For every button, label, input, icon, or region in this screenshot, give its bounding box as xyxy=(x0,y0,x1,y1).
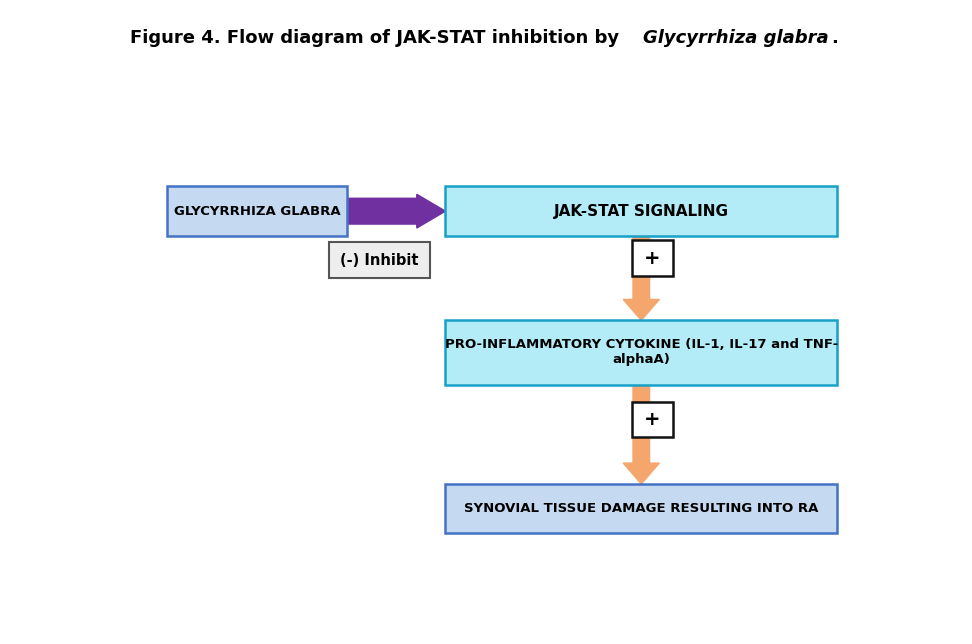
Text: Figure 4. Flow diagram of JAK-STAT inhibition by Glycyrrhiza glabra.: Figure 4. Flow diagram of JAK-STAT inhib… xyxy=(155,100,842,118)
Text: Glycyrrhiza glabra: Glycyrrhiza glabra xyxy=(643,29,829,47)
Text: PRO-INFLAMMATORY CYTOKINE (IL-1, IL-17 and TNF-
alphaA): PRO-INFLAMMATORY CYTOKINE (IL-1, IL-17 a… xyxy=(444,339,838,366)
FancyBboxPatch shape xyxy=(445,186,837,236)
Text: (-) Inhibit: (-) Inhibit xyxy=(340,252,419,268)
Text: JAK-STAT SIGNALING: JAK-STAT SIGNALING xyxy=(554,204,729,219)
FancyBboxPatch shape xyxy=(445,320,837,384)
FancyBboxPatch shape xyxy=(632,240,674,276)
FancyBboxPatch shape xyxy=(167,186,348,236)
Text: +: + xyxy=(644,249,661,268)
Text: SYNOVIAL TISSUE DAMAGE RESULTING INTO RA: SYNOVIAL TISSUE DAMAGE RESULTING INTO RA xyxy=(464,502,818,515)
FancyBboxPatch shape xyxy=(329,242,431,278)
FancyBboxPatch shape xyxy=(445,484,837,533)
FancyArrow shape xyxy=(623,384,659,484)
Text: +: + xyxy=(644,410,661,429)
Text: GLYCYRRHIZA GLABRA: GLYCYRRHIZA GLABRA xyxy=(174,205,340,218)
Text: Figure 4. Flow diagram of JAK-STAT inhibition by: Figure 4. Flow diagram of JAK-STAT inhib… xyxy=(130,29,625,47)
FancyArrow shape xyxy=(348,194,445,228)
FancyArrow shape xyxy=(623,236,659,320)
Text: .: . xyxy=(832,29,839,47)
FancyBboxPatch shape xyxy=(632,402,674,437)
